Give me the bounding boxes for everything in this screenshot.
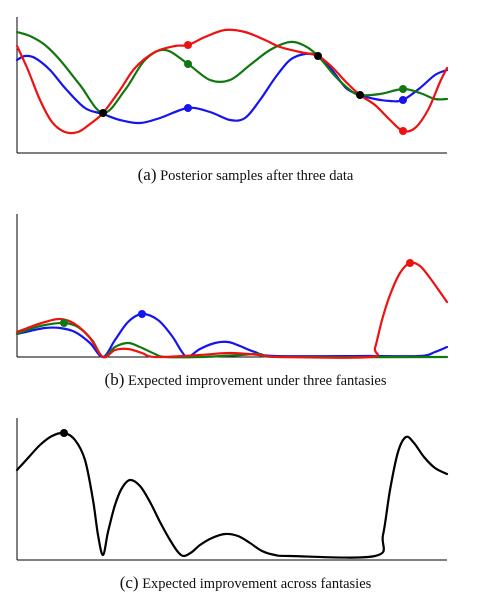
marker-a-black-2 [356, 91, 364, 99]
axes-a [16, 17, 447, 154]
caption-a-text: Posterior samples after three data [160, 168, 354, 184]
marker-a-blue-7 [184, 104, 192, 112]
marker-a-blue-8 [399, 96, 407, 104]
marker-a-red-3 [184, 41, 192, 49]
marker-a-black-1 [314, 52, 322, 60]
marker-c-black-0 [60, 429, 68, 437]
curve-a-red [15, 28, 449, 135]
curve-c-black [15, 431, 449, 559]
caption-c-text: Expected improvement across fantasies [142, 576, 372, 592]
markers-layer [60, 41, 414, 437]
caption-c: (c) Expected improvement across fantasie… [0, 573, 491, 593]
curve-a-blue [15, 52, 449, 125]
caption-c-tag: (c) [119, 573, 139, 592]
caption-b-tag: (b) [104, 370, 125, 389]
caption-b: (b) Expected improvement under three fan… [0, 370, 491, 390]
caption-b-text: Expected improvement under three fantasi… [127, 373, 387, 389]
caption-a: (a) Posterior samples after three data [0, 165, 491, 185]
marker-a-green-6 [399, 85, 407, 93]
axes-c [16, 418, 447, 561]
marker-b-red-2 [406, 259, 414, 267]
caption-a-tag: (a) [137, 165, 157, 184]
marker-b-blue-1 [138, 310, 146, 318]
marker-a-green-5 [184, 60, 192, 68]
marker-b-green-0 [60, 319, 68, 327]
curves-layer [15, 28, 449, 559]
marker-a-black-0 [99, 109, 107, 117]
marker-a-red-4 [399, 127, 407, 135]
curve-a-green [15, 30, 449, 115]
